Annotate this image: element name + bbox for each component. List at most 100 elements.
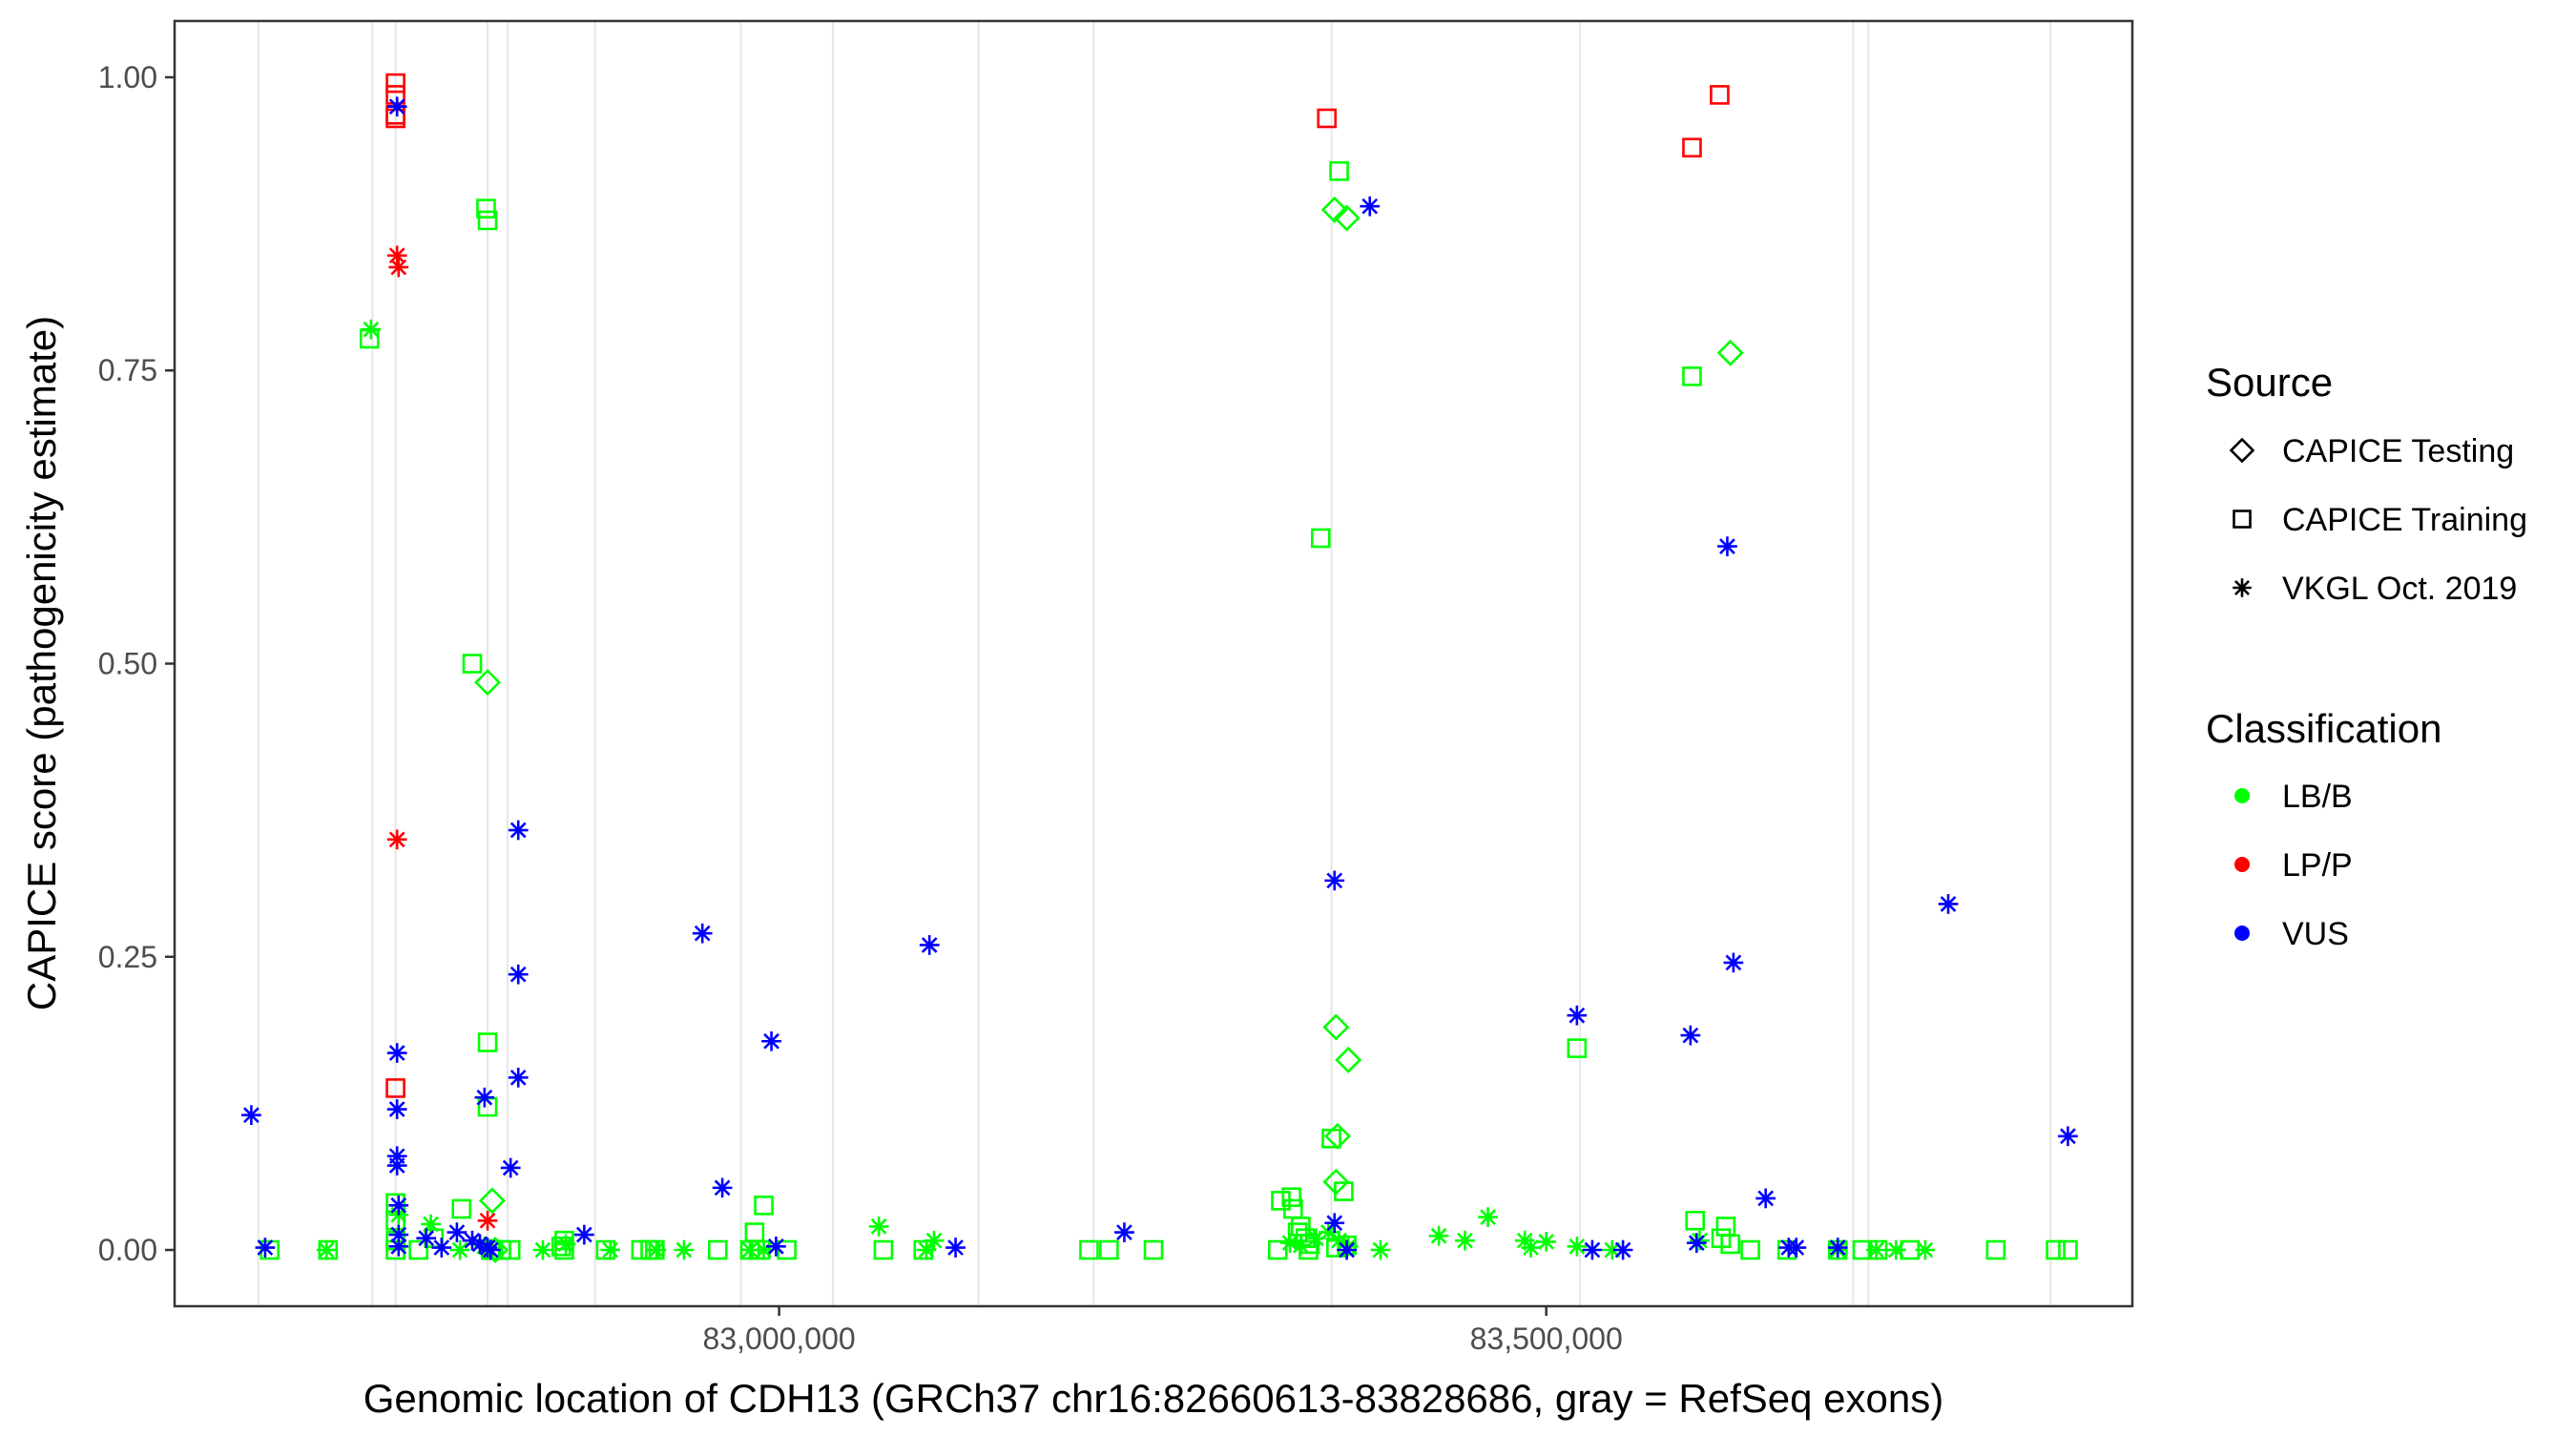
x-tick-label: 83,000,000: [703, 1322, 856, 1356]
square-point-lb-b: [1099, 1239, 1119, 1260]
square-point-lb-b: [1682, 366, 1702, 386]
x-axis-title: Genomic location of CDH13 (GRCh37 chr16:…: [364, 1376, 1943, 1421]
legend-color-key: [2234, 926, 2250, 941]
asterisk-point-vus: [712, 1177, 733, 1198]
asterisk-point-lp-p: [386, 245, 407, 266]
asterisk-point-vus: [474, 1087, 495, 1108]
legend-source-label: VKGL Oct. 2019: [2282, 571, 2517, 607]
diamond-point-lb-b: [474, 669, 502, 697]
square-point-lb-b: [754, 1196, 774, 1216]
asterisk-point-vus: [508, 820, 529, 841]
asterisk-point-lp-p: [388, 257, 409, 278]
square-point-lb-b: [1310, 528, 1331, 549]
asterisk-point-lb-b: [1370, 1239, 1391, 1260]
asterisk-point-vus: [919, 935, 940, 955]
points-layer: [241, 73, 2078, 1263]
asterisk-point-vus: [508, 1067, 529, 1088]
asterisk-point-vus: [1612, 1239, 1633, 1260]
square-point-lp-p: [1682, 137, 1702, 158]
asterisk-point-vus: [500, 1157, 521, 1178]
legend-diamond-key: [2229, 437, 2255, 464]
asterisk-point-vus: [1324, 1213, 1345, 1234]
asterisk-point-vus: [386, 96, 407, 117]
asterisk-point-lb-b: [1291, 1235, 1311, 1256]
asterisk-point-vus: [388, 1236, 409, 1257]
square-point-lp-p: [1317, 108, 1338, 129]
asterisk-point-vus: [1717, 536, 1737, 556]
asterisk-point-vus: [255, 1238, 276, 1258]
square-point-lb-b: [1281, 1187, 1302, 1208]
legend-color-items: LB/B LP/P VUS: [2234, 779, 2353, 952]
asterisk-point-lb-b: [361, 319, 382, 340]
asterisk-point-vus: [1723, 952, 1744, 973]
asterisk-point-lb-b: [1318, 1222, 1339, 1242]
asterisk-point-lb-b: [600, 1239, 621, 1260]
square-point-lp-p: [385, 73, 405, 94]
square-point-lb-b: [2046, 1239, 2066, 1260]
square-point-lb-b: [408, 1239, 428, 1260]
asterisk-point-lb-b: [646, 1239, 667, 1260]
asterisk-point-vus: [1360, 196, 1381, 217]
y-tick-label: 1.00: [98, 60, 157, 94]
asterisk-point-vus: [1114, 1222, 1134, 1242]
legend-source-label: CAPICE Testing: [2282, 433, 2514, 469]
diamond-point-lb-b: [1335, 1046, 1362, 1073]
x-tick-label: 83,500,000: [1470, 1322, 1623, 1356]
asterisk-point-lb-b: [754, 1239, 774, 1260]
legend-color-key: [2234, 857, 2250, 872]
y-tick-label: 0.50: [98, 647, 157, 681]
square-point-lb-b: [1267, 1239, 1288, 1260]
square-point-lb-b: [451, 1198, 472, 1219]
asterisk-point-vus: [945, 1238, 966, 1258]
asterisk-point-vus: [692, 923, 713, 944]
legend-shape-items: CAPICE Testing CAPICE Training VKGL Oct. 2…: [2229, 433, 2527, 607]
square-point-lb-b: [1567, 1038, 1588, 1058]
asterisk-point-vus: [1755, 1188, 1776, 1209]
asterisk-point-lb-b: [555, 1234, 576, 1255]
asterisk-point-vus: [1567, 1005, 1588, 1026]
axis-layer: 0.00 0.25 0.50 0.75 1.00 83,000,000 83,500,000: [98, 60, 1623, 1356]
legend: Source Classification CAPICE TestingCAPI…: [2206, 360, 2527, 952]
square-point-lp-p: [1710, 85, 1730, 105]
asterisk-point-vus: [1786, 1238, 1807, 1258]
square-point-lb-b: [1715, 1217, 1736, 1237]
y-tick-label: 0.00: [98, 1233, 157, 1267]
legend-source-label: CAPICE Training: [2282, 502, 2527, 538]
asterisk-point-lb-b: [1567, 1236, 1588, 1257]
diamond-point-lb-b: [1322, 1013, 1350, 1041]
legend-asterisk-key: [2233, 578, 2252, 597]
asterisk-point-vus: [1337, 1239, 1357, 1260]
asterisk-point-lb-b: [1866, 1239, 1886, 1260]
diamond-point-lb-b: [1716, 339, 1744, 366]
asterisk-point-lb-b: [674, 1239, 695, 1260]
asterisk-point-vus: [1938, 894, 1959, 914]
asterisk-point-lb-b: [1428, 1225, 1449, 1246]
square-point-lp-p: [385, 1078, 405, 1098]
square-point-lb-b: [744, 1222, 765, 1242]
asterisk-point-lb-b: [449, 1239, 470, 1260]
asterisk-point-lb-b: [1521, 1238, 1541, 1258]
asterisk-point-vus: [574, 1224, 594, 1245]
asterisk-point-lp-p: [477, 1210, 498, 1231]
square-point-lb-b: [1740, 1239, 1760, 1260]
legend-source-title: Source: [2206, 360, 2333, 405]
legend-square-key: [2233, 510, 2252, 529]
square-point-lb-b: [1720, 1234, 1740, 1255]
asterisk-point-lb-b: [1915, 1239, 1936, 1260]
asterisk-point-lb-b: [1478, 1207, 1498, 1227]
asterisk-point-lb-b: [532, 1239, 553, 1260]
asterisk-point-lp-p: [386, 829, 407, 850]
asterisk-point-vus: [1324, 870, 1345, 891]
asterisk-point-vus: [386, 1155, 407, 1176]
asterisk-point-vus: [386, 1099, 407, 1119]
legend-classification-label: LB/B: [2282, 779, 2353, 815]
asterisk-point-lb-b: [1455, 1230, 1475, 1251]
legend-classification-label: LP/P: [2282, 847, 2353, 884]
asterisk-point-vus: [416, 1228, 437, 1249]
asterisk-point-vus: [1686, 1233, 1707, 1253]
asterisk-point-lb-b: [924, 1230, 945, 1251]
exon-grid-layer: [257, 21, 2052, 1306]
asterisk-point-vus: [447, 1222, 467, 1242]
